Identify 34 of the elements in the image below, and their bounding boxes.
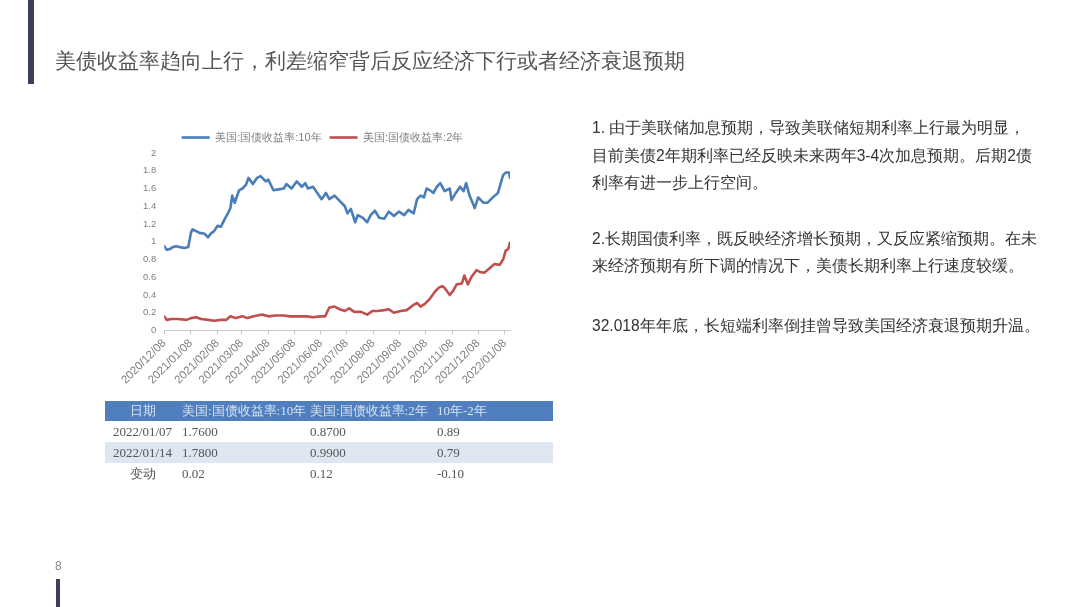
y-tick-label: 2 xyxy=(150,146,157,158)
y-tick-label: 1.6 xyxy=(142,182,157,194)
text: 美国:国债收益率:2年 xyxy=(310,403,428,418)
text: 美国:国债收益率:10年 xyxy=(182,403,307,418)
text: 2022/01/14 xyxy=(112,444,173,460)
y-tick-label: 1.8 xyxy=(142,164,157,176)
y-tick-label: 0.6 xyxy=(142,270,157,282)
y-tick-label: 0.2 xyxy=(142,306,157,318)
text: 8 xyxy=(55,559,62,573)
text: 0.12 xyxy=(310,465,333,481)
text: 日期 xyxy=(129,403,156,418)
text: 0.89 xyxy=(437,423,460,439)
text: 2022/01/07 xyxy=(112,423,173,439)
text: 0.02 xyxy=(182,465,205,481)
text: 变动 xyxy=(129,465,156,481)
y-tick-label: 0 xyxy=(150,324,157,336)
chart-title: 美债收益率趋向上行，利差缩窄背后反应经济下行或者经济衰退预期 xyxy=(55,48,685,74)
text: 1. 由于美联储加息预期，导致美联储短期利率上行最为明显，目前美债2年期利率已经反映未来两年3-4次加息预期。后期2债利率有进一步上行空间。 xyxy=(592,118,1033,193)
y-tick-label: 0.4 xyxy=(142,288,157,300)
y-tick-label: 1 xyxy=(150,235,157,247)
text: 1.7800 xyxy=(182,444,218,460)
y-tick-label: 1.2 xyxy=(142,217,157,229)
y-tick-label: 1.4 xyxy=(142,199,157,211)
text: 32.018年年底，长短端利率倒挂曾导致美国经济衰退预期升温。 xyxy=(592,315,1041,336)
text: 10年-2年 xyxy=(437,403,487,418)
text: 0.79 xyxy=(437,444,460,460)
y-tick-label: 0.8 xyxy=(142,253,157,265)
legend-label: 美国:国债收益率:10年 xyxy=(215,130,322,143)
legend-label: 美国:国债收益率:2年 xyxy=(363,130,464,143)
text: 2.长期国债利率，既反映经济增长预期，又反应紧缩预期。在未来经济预期有所下调的情况下，美债长期利率上行速度较缓。 xyxy=(592,228,1038,276)
text: 0.9900 xyxy=(310,444,346,460)
text: 0.8700 xyxy=(310,423,346,439)
text: 1.7600 xyxy=(182,423,218,439)
text: -0.10 xyxy=(437,465,465,481)
